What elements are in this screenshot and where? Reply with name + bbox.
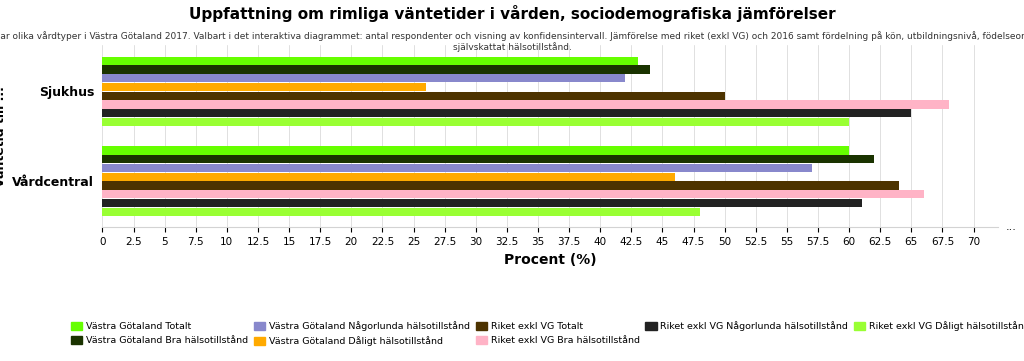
Bar — [102, 118, 849, 126]
Text: Figur 4 visar olika vårdtyper i Västra Götaland 2017. Valbart i det interaktiva : Figur 4 visar olika vårdtyper i Västra G… — [0, 31, 1024, 52]
X-axis label: Procent (%): Procent (%) — [504, 253, 597, 267]
Bar — [102, 92, 725, 100]
Bar — [102, 65, 650, 74]
Text: ...: ... — [1006, 222, 1016, 232]
Bar — [102, 173, 675, 181]
Legend: Västra Götaland Totalt, Västra Götaland Bra hälsotillstånd, Västra Götaland Någo: Västra Götaland Totalt, Västra Götaland … — [69, 319, 1024, 348]
Bar — [102, 109, 911, 117]
Y-axis label: Väntetid till ...: Väntetid till ... — [0, 86, 6, 187]
Bar — [102, 57, 638, 65]
Text: Uppfattning om rimliga väntetider i vården, sociodemografiska jämförelser: Uppfattning om rimliga väntetider i vård… — [188, 5, 836, 22]
Bar — [102, 147, 849, 155]
Bar — [102, 181, 899, 190]
Bar — [102, 155, 873, 164]
Bar — [102, 190, 924, 199]
Bar — [102, 164, 812, 172]
Bar — [102, 100, 948, 109]
Bar — [102, 208, 699, 216]
Bar — [102, 199, 861, 207]
Bar — [102, 83, 426, 91]
Bar — [102, 74, 625, 82]
